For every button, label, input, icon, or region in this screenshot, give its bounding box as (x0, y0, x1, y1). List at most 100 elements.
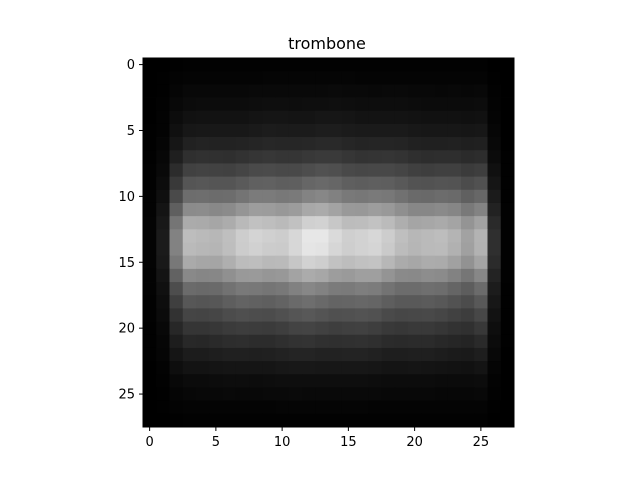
heatmap-cell (275, 150, 290, 164)
heatmap-cell (288, 229, 303, 243)
heatmap-cell (262, 84, 276, 98)
heatmap-cell (447, 308, 462, 322)
heatmap-cell (381, 137, 396, 151)
heatmap-cell (487, 255, 502, 270)
heatmap-cell (328, 242, 343, 257)
heatmap-cell (461, 150, 475, 164)
heatmap-cell (381, 413, 396, 428)
heatmap-cell (209, 110, 223, 125)
heatmap-cell (209, 176, 223, 191)
heatmap-cell (169, 282, 184, 296)
heatmap-cell (288, 242, 303, 257)
heatmap-cell (169, 137, 184, 151)
heatmap-cell (209, 189, 223, 204)
heatmap-cell (315, 176, 329, 191)
heatmap-cell (355, 361, 369, 375)
heatmap-cell (447, 295, 462, 309)
heatmap-cell (169, 268, 184, 283)
heatmap-cell (143, 58, 157, 72)
heatmap-cell (434, 216, 449, 230)
heatmap-cell (461, 413, 475, 428)
heatmap-cell (328, 308, 343, 322)
heatmap-cell (143, 110, 157, 125)
heatmap-cell (487, 361, 502, 375)
heatmap-cell (368, 137, 382, 151)
heatmap-cell (394, 347, 409, 362)
heatmap-cell (143, 400, 157, 415)
heatmap-cell (447, 347, 462, 362)
heatmap-cell (341, 229, 356, 243)
heatmap-cell (143, 255, 157, 270)
heatmap-cell (235, 137, 250, 151)
heatmap-cell (474, 413, 488, 428)
heatmap-cell (500, 282, 515, 296)
heatmap-cell (249, 110, 263, 125)
heatmap-cell (381, 97, 396, 112)
heatmap-cell (249, 308, 263, 322)
heatmap-cell (262, 387, 276, 402)
heatmap-cell (394, 202, 409, 217)
heatmap-cell (156, 216, 170, 230)
heatmap-cell (394, 282, 409, 296)
heatmap-cell (315, 400, 329, 415)
heatmap-cell (262, 202, 276, 217)
heatmap-cell (249, 123, 263, 138)
heatmap-cell (328, 334, 343, 349)
heatmap-cell (196, 347, 210, 362)
heatmap-cell (461, 347, 475, 362)
heatmap-cell (209, 308, 223, 322)
heatmap-cell (182, 202, 197, 217)
heatmap-cell (249, 202, 263, 217)
heatmap-cell (169, 242, 184, 257)
heatmap-cell (341, 400, 356, 415)
x-axis: 0 5 10 15 20 25 (145, 427, 489, 450)
heatmap-cell (461, 176, 475, 191)
heatmap-cell (341, 150, 356, 164)
heatmap-cell (143, 387, 157, 402)
heatmap-cell (302, 176, 316, 191)
heatmap-cell (461, 242, 475, 257)
heatmap-cell (328, 255, 343, 270)
heatmap-cell (196, 58, 210, 72)
heatmap-cell (315, 137, 329, 151)
heatmap-cell (434, 361, 449, 375)
heatmap-cell (275, 163, 290, 178)
heatmap-cell (275, 321, 290, 336)
heatmap-cell (196, 97, 210, 112)
heatmap-cell (222, 334, 237, 349)
heatmap-cell (302, 255, 316, 270)
heatmap-cell (249, 387, 263, 402)
heatmap-cell (249, 58, 263, 72)
heatmap-cell (182, 110, 197, 125)
heatmap-cell (288, 84, 303, 98)
heatmap-cell (487, 295, 502, 309)
heatmap-cell (169, 361, 184, 375)
heatmap-cell (487, 176, 502, 191)
heatmap-cell (222, 71, 237, 85)
heatmap-cell (169, 308, 184, 322)
heatmap-cell (341, 255, 356, 270)
heatmap-cell (421, 255, 435, 270)
heatmap-cell (235, 202, 250, 217)
heatmap-cell (487, 334, 502, 349)
heatmap-cell (474, 400, 488, 415)
heatmap-cell (196, 163, 210, 178)
heatmap-cell (434, 308, 449, 322)
heatmap-cell (235, 295, 250, 309)
heatmap-cell (500, 334, 515, 349)
heatmap-cell (222, 189, 237, 204)
heatmap-cell (408, 58, 422, 72)
heatmap-cell (196, 255, 210, 270)
y-tick-label: 0 (127, 58, 135, 73)
heatmap-cell (249, 97, 263, 112)
heatmap-cell (487, 387, 502, 402)
heatmap-cell (328, 202, 343, 217)
heatmap-cell (381, 308, 396, 322)
heatmap-cell (262, 137, 276, 151)
heatmap-cell (368, 163, 382, 178)
heatmap-cell (262, 321, 276, 336)
heatmap-cell (209, 58, 223, 72)
heatmap-cell (262, 163, 276, 178)
heatmap-cell (408, 361, 422, 375)
heatmap-cell (368, 97, 382, 112)
